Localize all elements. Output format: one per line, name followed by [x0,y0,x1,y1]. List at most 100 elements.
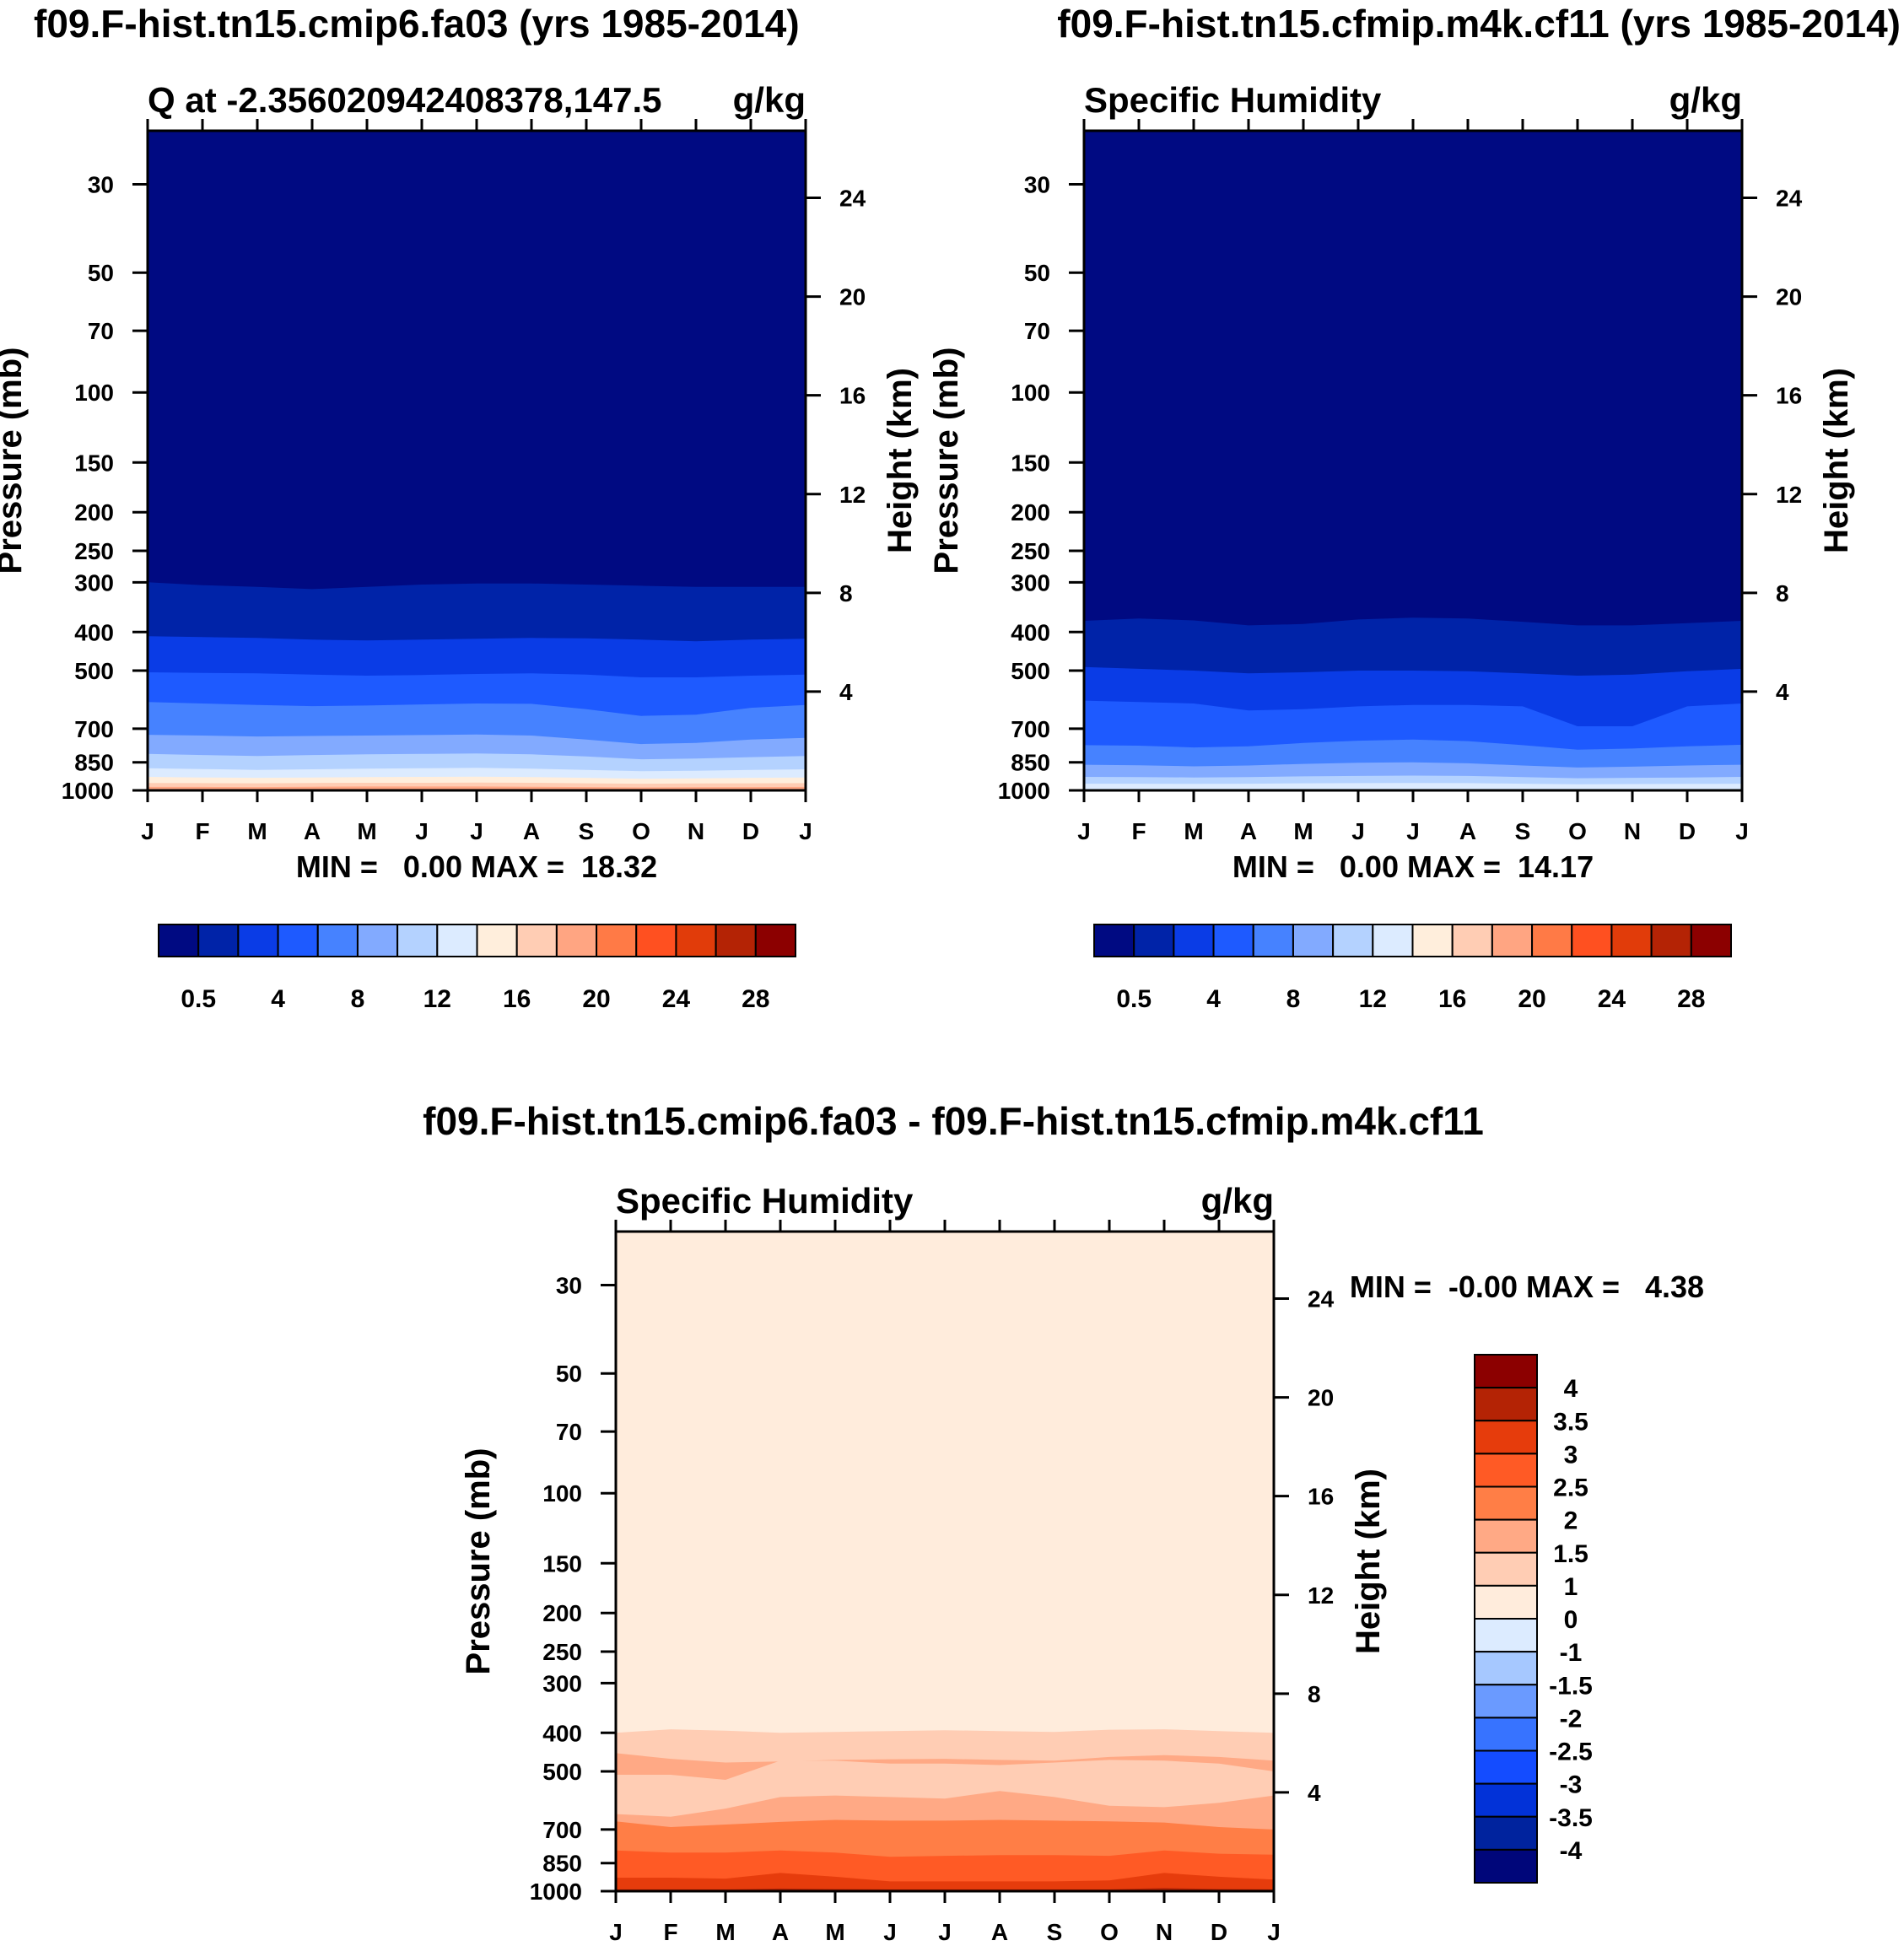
colorbar-swatch [1474,1684,1538,1719]
y-tick-label: 100 [74,380,114,406]
x-tick-label: N [688,818,704,844]
colorbar-swatch [1292,924,1335,957]
y-tick-label: 400 [1011,619,1050,645]
y-tick-label: 50 [88,260,114,286]
colorbar-label: 16 [1438,985,1466,1013]
y-tick-label: 30 [88,172,114,198]
colorbar-label: 3.5 [1553,1408,1588,1436]
y2-tick-label: 20 [1776,284,1802,310]
colorbar-label: 4 [1564,1375,1578,1403]
y2-tick-label: 8 [839,580,853,606]
colorbar-swatch [1531,924,1573,957]
x-tick-label: O [1100,1919,1119,1945]
x-tick-label: D [1211,1919,1227,1945]
colorbar-swatch [158,924,200,957]
y2-axis-title: Height (km) [1818,368,1855,553]
panel-right-contour: Specific Humidity g/kg J F M A M J J A S O N D J 30 50 70… [928,80,1855,884]
y2-axis-title: Height (km) [882,368,919,553]
colorbar-swatch [1173,924,1215,957]
colorbar-swatch [476,924,518,957]
colorbar-label: 8 [351,985,365,1013]
colorbar-label: 0.5 [1116,985,1152,1013]
y2-tick-label: 16 [1776,383,1802,409]
colorbar-label: 4 [271,985,285,1013]
x-tick-label: J [1735,818,1749,844]
y2-tick-label: 24 [1776,186,1803,212]
y2-tick-label: 20 [839,284,866,310]
x-tick-label: N [1624,818,1641,844]
panel-title: Specific Humidity [616,1181,914,1221]
colorbar-swatch [1212,924,1254,957]
colorbar-swatch [1610,924,1653,957]
colorbar-swatch [1474,1387,1538,1422]
x-tick-label: A [1459,818,1476,844]
colorbar-label: 28 [1677,985,1705,1013]
y2-tick-label: 4 [1776,679,1789,705]
y-tick-label: 500 [1011,658,1050,684]
y-tick-label: 70 [556,1419,582,1445]
colorbar-label: 8 [1286,985,1301,1013]
x-tick-label: A [991,1919,1008,1945]
colorbar-swatch [1474,1651,1538,1686]
colorbar-label: 1 [1564,1573,1578,1601]
colorbar-label: -2.5 [1549,1738,1593,1766]
y-tick-label: 300 [74,569,114,596]
x-tick-label: M [357,818,376,844]
x-tick-label: J [609,1919,623,1945]
x-tick-label: J [470,818,483,844]
colorbar-difference: 4 3.5 3 2.5 2 1.5 1 0 -1 -1.5 -2 -2.5 -3 -3.5 -4 [1474,1354,1593,1884]
colorbar-swatch [515,924,558,957]
x-tick-label: F [1131,818,1146,844]
x-tick-label: J [141,818,154,844]
colorbar-swatch [237,924,279,957]
colorbar-label: -4 [1560,1837,1583,1865]
colorbar-swatch [1474,1551,1538,1587]
y-axis-title: Pressure (mb) [0,348,29,574]
y-tick-label: 30 [1024,172,1050,198]
min-max-stats: MIN = 0.00 MAX = 14.17 [1232,849,1594,884]
colorbar-swatch [1411,924,1454,957]
x-tick-label: A [304,818,321,844]
y2-tick-label: 12 [839,482,866,508]
colorbar-right: 0.5 4 8 12 16 20 24 28 [1093,924,1732,1013]
y2-tick-label: 4 [839,679,853,705]
colorbar-label: 0.5 [181,985,216,1013]
x-tick-label: M [1293,818,1313,844]
y2-tick-label: 12 [1776,482,1802,508]
colorbar-swatch [1372,924,1414,957]
y-tick-label: 1000 [62,778,114,804]
x-tick-label: S [579,818,595,844]
y-tick-label: 200 [74,499,114,526]
x-tick-label: D [742,818,759,844]
colorbar-swatch [1690,924,1732,957]
colorbar-swatch [1474,1848,1538,1884]
colorbar-label: 0 [1564,1606,1578,1634]
y-tick-label: 250 [542,1639,582,1665]
colorbar-label: 2 [1564,1507,1578,1535]
colorbar-label: 2.5 [1553,1474,1588,1502]
x-tick-label: J [883,1919,897,1945]
y-tick-label: 500 [542,1759,582,1785]
colorbar-swatch [1474,1420,1538,1455]
colorbar-label: 16 [503,985,531,1013]
y-tick-label: 200 [1011,499,1050,526]
y-tick-label: 700 [1011,716,1050,742]
colorbar-label: 24 [662,985,691,1013]
contour-band-7 [1084,783,1742,790]
y2-axis-title: Height (km) [1350,1469,1387,1654]
y-tick-label: 200 [542,1600,582,1626]
y2-tick-label: 20 [1308,1385,1334,1411]
x-tick-label: J [415,818,429,844]
x-tick-label: J [1267,1919,1281,1945]
colorbar-swatch [754,924,796,957]
panel-units: g/kg [1201,1181,1274,1221]
colorbar-swatch [356,924,399,957]
y-tick-label: 70 [1024,318,1050,344]
x-tick-label: F [663,1919,677,1945]
y-tick-label: 300 [542,1670,582,1696]
x-tick-label: J [1351,818,1365,844]
y-tick-label: 250 [74,538,114,564]
colorbar-swatch [1474,1453,1538,1488]
difference-title: f09.F-hist.tn15.cmip6.fa03 - f09.F-hist.… [423,1099,1484,1143]
colorbar-label: 12 [423,985,451,1013]
